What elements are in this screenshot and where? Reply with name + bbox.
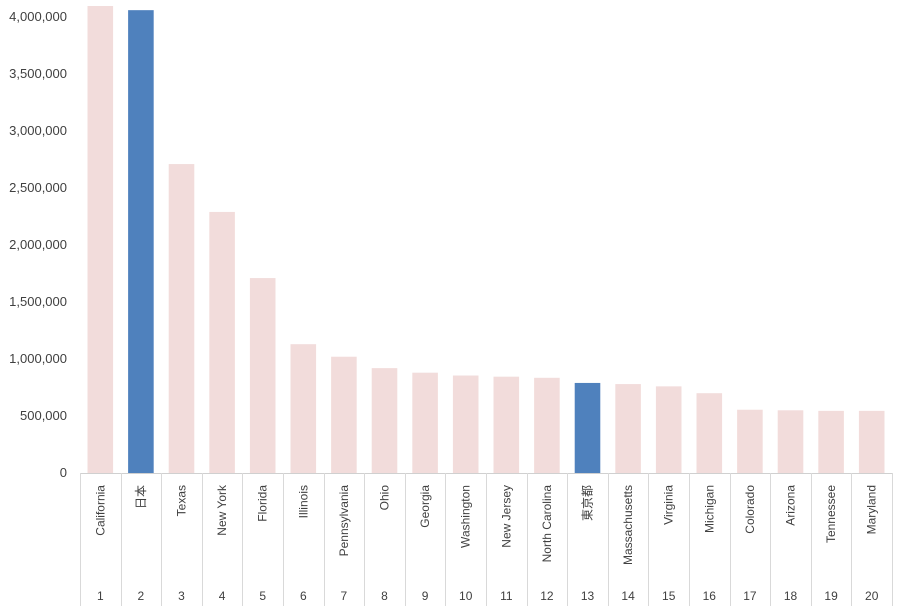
rank-label: 19: [824, 589, 838, 603]
bar-16: [696, 393, 723, 473]
y-tick-label: 3,500,000: [9, 66, 67, 81]
bar-6: [290, 344, 317, 473]
category-label: California: [93, 485, 107, 536]
bar-7: [331, 356, 357, 473]
category-label: Virginia: [662, 485, 676, 525]
bars: [87, 6, 885, 473]
category-label: Illinois: [296, 485, 310, 518]
bar-18: [777, 410, 804, 473]
category-label: Massachusetts: [621, 485, 635, 565]
rank-label: 11: [500, 589, 513, 603]
category-label: Georgia: [418, 485, 432, 528]
rank-label: 1: [97, 589, 104, 603]
bar-8: [371, 368, 398, 473]
category-label: Tennessee: [824, 485, 838, 543]
rank-label: 6: [300, 589, 307, 603]
rank-label: 5: [259, 589, 266, 603]
category-label: North Carolina: [540, 485, 554, 563]
category-label: Colorado: [743, 485, 757, 534]
bar-17: [737, 409, 763, 473]
rank-label: 16: [703, 589, 717, 603]
category-label: 東京都: [581, 485, 595, 521]
bar-13: [574, 382, 601, 473]
x-axis: California 1 日本 2 Texas 3 New York 4 Florida 5 Ill…: [80, 473, 893, 606]
rank-label: 10: [459, 589, 473, 603]
bar-4: [209, 211, 235, 473]
rank-label: 17: [743, 589, 757, 603]
rank-label: 20: [865, 589, 879, 603]
rank-label: 13: [581, 589, 595, 603]
category-label: Pennsylvania: [337, 485, 351, 557]
category-label: Florida: [256, 485, 270, 522]
bar-10: [452, 375, 479, 473]
y-tick-label: 1,000,000: [9, 351, 67, 366]
category-label: Michigan: [702, 485, 716, 533]
bar-19: [818, 410, 844, 473]
category-label: Washington: [459, 485, 473, 548]
bar-5: [249, 278, 276, 473]
rank-label: 18: [784, 589, 798, 603]
rank-label: 9: [422, 589, 429, 603]
rank-label: 7: [341, 589, 348, 603]
rank-label: 2: [138, 589, 145, 603]
y-tick-label: 4,000,000: [9, 9, 67, 24]
rank-label: 15: [662, 589, 676, 603]
bar-14: [615, 384, 641, 473]
rank-label: 12: [540, 589, 554, 603]
category-label: New Jersey: [499, 485, 513, 548]
bar-1: [87, 6, 114, 473]
y-tick-label: 2,000,000: [9, 237, 67, 252]
y-tick-label: 2,500,000: [9, 180, 67, 195]
category-label: 日本: [134, 485, 148, 509]
y-tick-label: 1,500,000: [9, 294, 67, 309]
bar-3: [168, 164, 195, 473]
rank-label: 4: [219, 589, 226, 603]
bar-2: [128, 10, 154, 473]
category-label: Texas: [175, 485, 189, 516]
rank-label: 14: [621, 589, 635, 603]
bar-11: [493, 376, 520, 473]
category-label: Maryland: [865, 485, 879, 534]
rank-label: 8: [381, 589, 388, 603]
bar-15: [655, 386, 682, 473]
y-tick-label: 0: [60, 465, 67, 480]
category-label: New York: [215, 484, 229, 536]
rank-label: 3: [178, 589, 185, 603]
y-axis: 0 500,000 1,000,000 1,500,000 2,000,000 2,500…: [9, 9, 67, 480]
category-label: Ohio: [378, 485, 392, 511]
category-label: Arizona: [784, 485, 798, 526]
bar-9: [412, 372, 438, 473]
bar-12: [534, 377, 560, 473]
y-tick-label: 500,000: [20, 408, 67, 423]
y-tick-label: 3,000,000: [9, 123, 67, 138]
bar-20: [858, 410, 885, 473]
